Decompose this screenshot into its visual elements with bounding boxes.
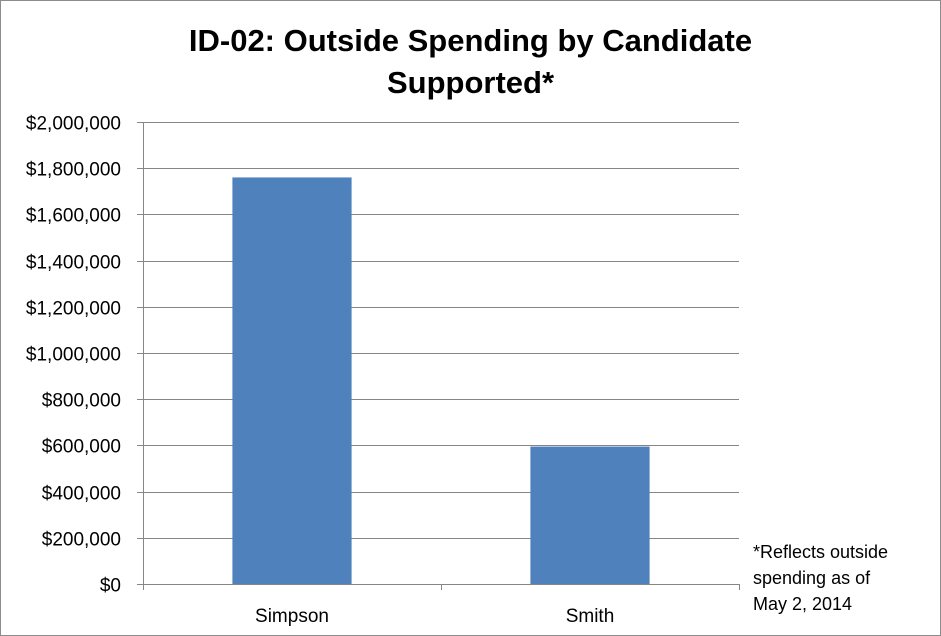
y-tick-label: $1,600,000 [26, 206, 121, 227]
bar-smith [530, 446, 650, 584]
y-tick-label: $2,000,000 [26, 114, 121, 135]
y-tick-label: $1,800,000 [26, 160, 121, 181]
y-tick-label: $1,400,000 [26, 253, 121, 274]
chart-title: ID-02: Outside Spending by Candidate Sup… [0, 20, 941, 104]
y-tick-labels: $0 $200,000 $400,000 $600,000 $800,000 $1,000… [26, 114, 121, 597]
y-tick-label: $600,000 [42, 437, 121, 458]
chart-title-line-1: ID-02: Outside Spending by Candidate [188, 23, 753, 58]
chart-title-line-2: Supported* [386, 65, 555, 100]
x-tick-label: Simpson [255, 606, 329, 627]
y-tick-label: $0 [100, 576, 121, 597]
y-tick-label: $200,000 [42, 530, 121, 551]
bar-simpson [232, 177, 352, 584]
x-tick-labels: Simpson Smith [255, 606, 614, 627]
y-tick-label: $1,000,000 [26, 345, 121, 366]
footnote: *Reflects outside spending as of May 2, … [753, 539, 938, 617]
x-tick-label: Smith [566, 606, 615, 627]
y-tick-label: $1,200,000 [26, 299, 121, 320]
bars [232, 177, 650, 584]
axes [143, 122, 740, 590]
footnote-line-2: spending as of [753, 568, 871, 588]
y-tick-label: $400,000 [42, 484, 121, 505]
footnote-line-1: *Reflects outside [753, 542, 889, 562]
y-tick-label: $800,000 [42, 391, 121, 412]
footnote-line-3: May 2, 2014 [753, 594, 853, 614]
